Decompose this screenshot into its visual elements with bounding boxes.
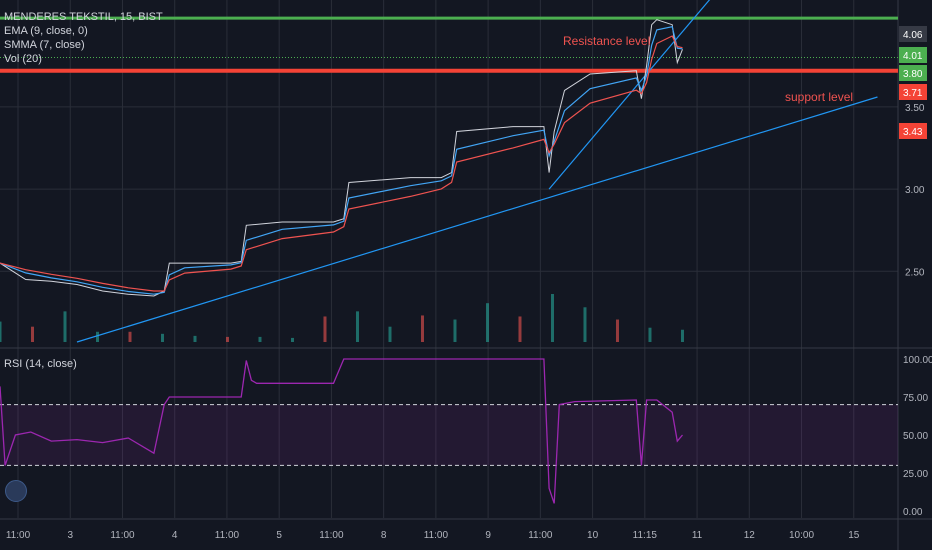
x-tick-label: 9 [485, 530, 491, 541]
resistance-annotation: Resistance level [563, 34, 650, 48]
volume-bar [518, 316, 522, 342]
trend-line [548, 0, 711, 190]
x-tick-label: 12 [744, 530, 756, 541]
price-tick-label: 3.00 [905, 185, 925, 196]
x-tick-label: 11:00 [424, 530, 449, 541]
volume-bar [323, 316, 327, 342]
x-tick-label: 3 [67, 530, 73, 541]
volume-bar [550, 294, 554, 342]
volume-bar [0, 321, 2, 342]
volume-bar [648, 327, 652, 342]
x-tick-label: 11:00 [110, 530, 135, 541]
rsi-tick-label: 25.00 [903, 469, 928, 480]
x-tick-label: 8 [381, 530, 387, 541]
chart-legend: MENDERES TEKSTIL, 15, BIST EMA (9, close… [4, 10, 163, 66]
volume-bar [225, 336, 229, 342]
price-tag-label: 3.43 [903, 127, 923, 138]
x-tick-label: 11:15 [633, 530, 658, 541]
volume-bar [95, 331, 99, 342]
price-tick-label: 3.50 [905, 103, 925, 114]
volume-bar [680, 329, 684, 342]
x-tick-label: 11:00 [215, 530, 240, 541]
legend-ema[interactable]: EMA (9, close, 0) [4, 25, 88, 37]
rsi-band-fill [0, 404, 898, 466]
trend-line [76, 96, 878, 343]
x-tick-label: 10:00 [789, 530, 814, 541]
rsi-tick-label: 75.00 [903, 393, 928, 404]
volume-bar [128, 331, 132, 342]
volume-bar [388, 326, 392, 342]
price-tag [899, 26, 927, 42]
price-tag [899, 84, 927, 100]
price-tag [899, 65, 927, 81]
legend-symbol[interactable]: MENDERES TEKSTIL, 15, BIST [4, 11, 163, 23]
ema-line [0, 25, 683, 295]
x-tick-label: 11:00 [319, 530, 344, 541]
rsi-legend[interactable]: RSI (14, close) [4, 358, 77, 370]
volume-bar [160, 333, 164, 342]
price-tick-label: 2.50 [905, 267, 925, 278]
price-line [0, 19, 683, 297]
volume-bar [420, 315, 424, 342]
volume-bar [30, 326, 34, 342]
x-tick-label: 11 [692, 530, 703, 541]
rsi-line [0, 358, 683, 504]
x-tick-label: 15 [848, 530, 860, 541]
support-annotation: support level [785, 90, 853, 104]
volume-bar [355, 311, 359, 342]
x-tick-label: 10 [587, 530, 599, 541]
price-tag-label: 4.06 [903, 30, 923, 41]
smma-line [0, 35, 683, 292]
price-tag [899, 123, 927, 139]
x-tick-label: 4 [172, 530, 178, 541]
rsi-tick-label: 100.00 [903, 355, 932, 366]
x-tick-label: 5 [276, 530, 282, 541]
volume-bar [193, 335, 197, 342]
volume-bar [453, 319, 457, 342]
price-tag-label: 4.01 [903, 51, 923, 62]
tradingview-logo-icon[interactable] [5, 480, 27, 502]
legend-smma[interactable]: SMMA (7, close) [4, 39, 85, 51]
legend-vol[interactable]: Vol (20) [4, 53, 42, 65]
volume-bar [290, 337, 294, 342]
volume-bar [63, 311, 67, 342]
rsi-tick-label: 50.00 [903, 431, 928, 442]
price-tag [899, 47, 927, 63]
volume-bar [583, 307, 587, 342]
volume-bar [615, 319, 619, 342]
rsi-tick-label: 0.00 [903, 507, 923, 518]
price-tag-label: 3.80 [903, 69, 923, 80]
volume-bar [258, 336, 262, 342]
volume-bar [485, 303, 489, 342]
x-tick-label: 11:00 [6, 530, 31, 541]
price-tag-label: 3.71 [903, 88, 923, 99]
x-tick-label: 11:00 [528, 530, 553, 541]
